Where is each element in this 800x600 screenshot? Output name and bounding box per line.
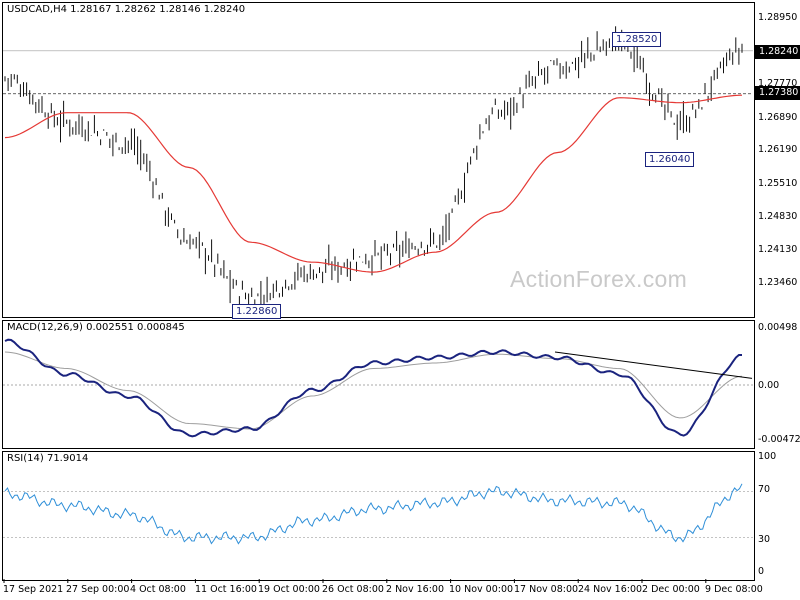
x-tick: 19 Oct 00:00 <box>258 584 320 595</box>
price-tick: 1.26190 <box>758 144 798 155</box>
symbol-header: USDCAD,H4 1.28167 1.28262 1.28146 1.2824… <box>7 4 246 15</box>
macd-signal-line <box>4 351 743 430</box>
macd-tick: 0.00 <box>758 380 780 391</box>
rsi-tick: 100 <box>758 451 777 462</box>
price-tick: 1.24830 <box>758 211 798 222</box>
rsi-line <box>4 483 743 545</box>
ohlc-close: 1.28240 <box>203 4 246 15</box>
rsi-tick: 0 <box>758 566 765 577</box>
price-tick: 1.28950 <box>758 12 798 23</box>
macd-tick: 0.00498 <box>758 322 798 333</box>
x-tick: 17 Nov 08:00 <box>514 584 579 595</box>
price-tick: 1.25510 <box>758 178 798 189</box>
moving-average-line <box>4 94 743 273</box>
x-tick: 2 Dec 00:00 <box>642 584 700 595</box>
x-tick: 9 Dec 08:00 <box>705 584 763 595</box>
rsi-tick: 70 <box>758 484 771 495</box>
price-tick: 1.27770 <box>758 78 798 89</box>
price-tick: 1.24130 <box>758 244 798 255</box>
x-tick: 2 Nov 16:00 <box>386 584 445 595</box>
x-tick: 17 Sep 2021 <box>3 584 64 595</box>
rsi-tick: 30 <box>758 534 771 545</box>
x-tick: 26 Oct 08:00 <box>322 584 384 595</box>
macd-line <box>4 338 742 438</box>
ohlc-low: 1.28146 <box>159 4 201 15</box>
watermark: ActionForex.com <box>510 266 688 292</box>
x-tick: 11 Oct 16:00 <box>195 584 257 595</box>
high-callout: 1.28520 <box>612 32 662 47</box>
macd-tick: -0.004723 <box>758 434 800 445</box>
macd-label: MACD(12,26,9) 0.002551 0.000845 <box>7 322 185 333</box>
rsi-label: RSI(14) 71.9014 <box>7 453 89 464</box>
mid-low-callout: 1.26040 <box>645 152 695 167</box>
x-tick: 24 Nov 16:00 <box>578 584 643 595</box>
trend-line <box>554 351 753 379</box>
ohlc-open: 1.28167 <box>70 4 112 15</box>
x-tick: 4 Oct 08:00 <box>130 584 186 595</box>
level-price-tag: 1.27380 <box>755 86 800 100</box>
last-price-tag: 1.28240 <box>755 45 800 59</box>
price-pane[interactable]: USDCAD,H4 1.28167 1.28262 1.28146 1.2824… <box>2 2 755 318</box>
price-tick: 1.26890 <box>758 112 798 123</box>
x-tick: 10 Nov 00:00 <box>449 584 514 595</box>
low-callout: 1.22860 <box>232 304 282 319</box>
price-tick: 1.23460 <box>758 277 798 288</box>
macd-pane[interactable]: MACD(12,26,9) 0.002551 0.000845 <box>2 320 755 449</box>
rsi-pane[interactable]: RSI(14) 71.9014 <box>2 451 755 581</box>
ohlc-high: 1.28262 <box>114 4 157 15</box>
symbol: USDCAD,H4 <box>7 4 67 15</box>
x-tick: 27 Sep 00:00 <box>66 584 130 595</box>
